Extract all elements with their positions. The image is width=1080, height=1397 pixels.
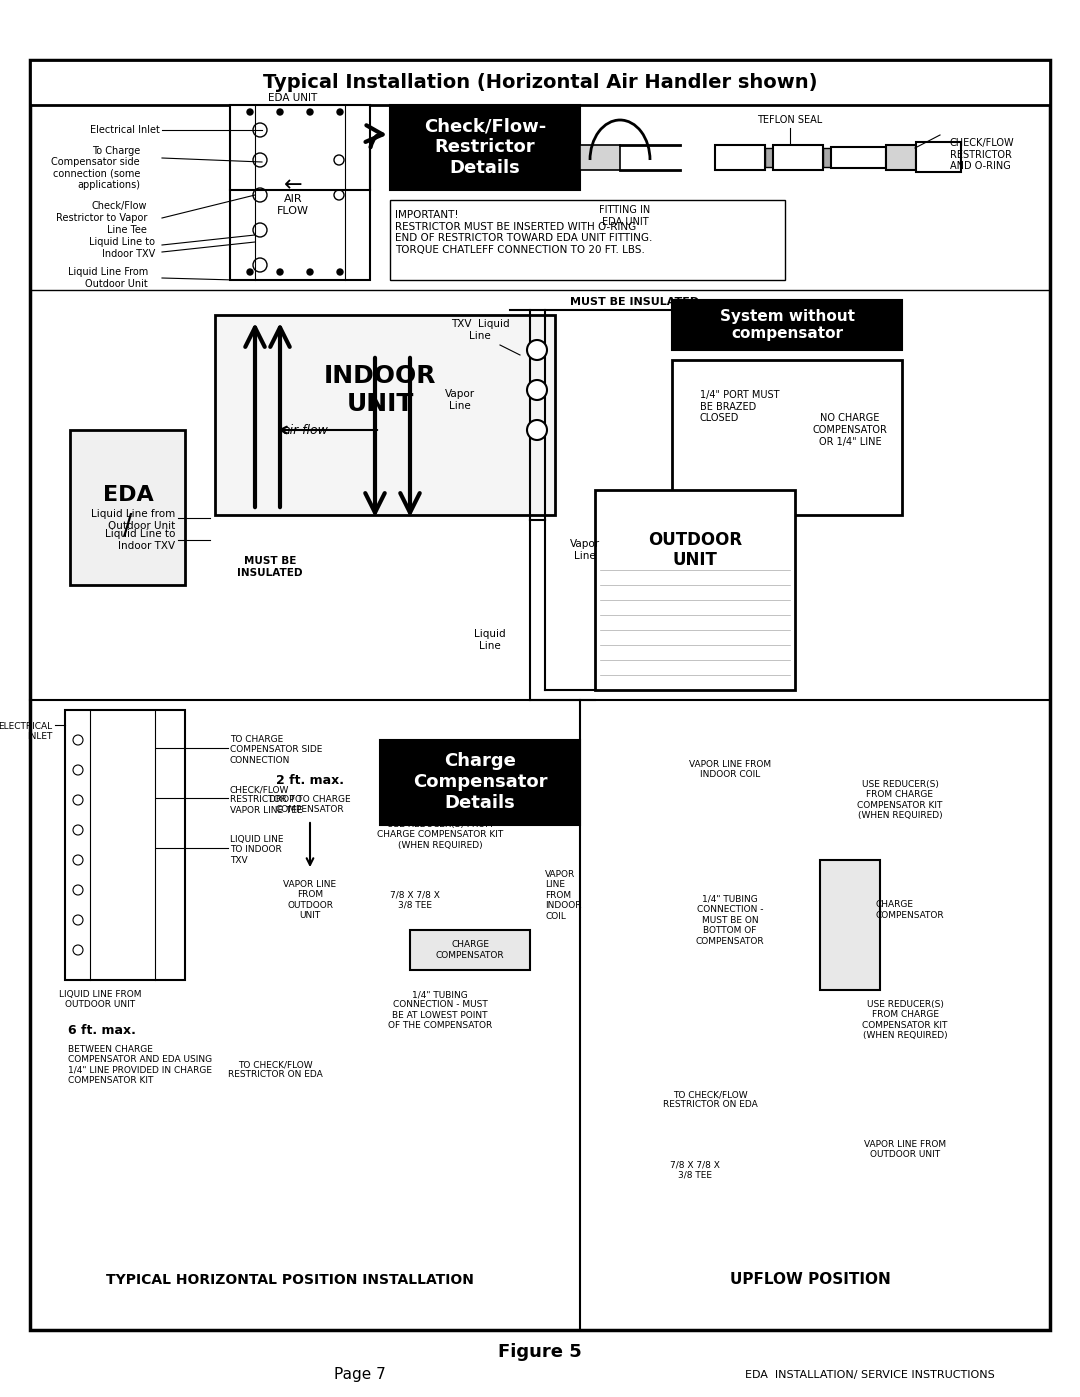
Text: VAPOR
LINE
FROM
INDOOR
COIL: VAPOR LINE FROM INDOOR COIL bbox=[545, 870, 581, 921]
Bar bbox=[831, 147, 886, 168]
Text: To Charge
Compensator side
connection (some
applications): To Charge Compensator side connection (s… bbox=[52, 145, 140, 190]
Text: TO CHECK/FLOW
RESTRICTOR ON EDA: TO CHECK/FLOW RESTRICTOR ON EDA bbox=[228, 1060, 322, 1080]
Text: 6 ft. max.: 6 ft. max. bbox=[68, 1024, 136, 1037]
Text: System without
compensator: System without compensator bbox=[719, 309, 854, 341]
Bar bbox=[820, 861, 880, 990]
Circle shape bbox=[337, 270, 343, 275]
Text: BETWEEN CHARGE
COMPENSATOR AND EDA USING
1/4" LINE PROVIDED IN CHARGE
COMPENSATO: BETWEEN CHARGE COMPENSATOR AND EDA USING… bbox=[68, 1045, 212, 1085]
Bar bbox=[595, 490, 795, 690]
Circle shape bbox=[276, 109, 283, 115]
Bar bbox=[390, 105, 580, 190]
Text: CHECK/FLOW
RESTRICTOR TO
VAPOR LINE TEE: CHECK/FLOW RESTRICTOR TO VAPOR LINE TEE bbox=[230, 785, 302, 814]
Text: TXV  Liquid
Line: TXV Liquid Line bbox=[450, 319, 510, 341]
Text: INDOOR
UNIT: INDOOR UNIT bbox=[324, 365, 436, 416]
Text: LIQUID LINE
TO INDOOR
TXV: LIQUID LINE TO INDOOR TXV bbox=[230, 835, 283, 865]
Circle shape bbox=[247, 109, 253, 115]
Text: 2 ft. max.: 2 ft. max. bbox=[276, 774, 345, 787]
Text: TO CHECK/FLOW
RESTRICTOR ON EDA: TO CHECK/FLOW RESTRICTOR ON EDA bbox=[663, 1090, 757, 1109]
Bar bbox=[886, 145, 916, 170]
Bar bbox=[672, 360, 902, 515]
Text: USE REDUCER(S)
FROM CHARGE
COMPENSATOR KIT
(WHEN REQUIRED): USE REDUCER(S) FROM CHARGE COMPENSATOR K… bbox=[858, 780, 943, 820]
Text: NO CHARGE
COMPENSATOR
OR 1/4" LINE: NO CHARGE COMPENSATOR OR 1/4" LINE bbox=[812, 414, 888, 447]
Text: Liquid Line From
Outdoor Unit: Liquid Line From Outdoor Unit bbox=[68, 267, 148, 289]
Text: Electrical Inlet: Electrical Inlet bbox=[90, 124, 160, 136]
Circle shape bbox=[276, 270, 283, 275]
Bar bbox=[916, 142, 961, 172]
Text: 1/4" PORT MUST
BE BRAZED
CLOSED: 1/4" PORT MUST BE BRAZED CLOSED bbox=[700, 390, 780, 423]
Text: CHARGE
COMPENSATOR: CHARGE COMPENSATOR bbox=[875, 900, 944, 919]
Text: TYPICAL HORIZONTAL POSITION INSTALLATION: TYPICAL HORIZONTAL POSITION INSTALLATION bbox=[106, 1273, 474, 1287]
Text: CHECK/FLOW
RESTRICTOR
AND O-RING: CHECK/FLOW RESTRICTOR AND O-RING bbox=[950, 138, 1014, 172]
Text: Typical Installation (Horizontal Air Handler shown): Typical Installation (Horizontal Air Han… bbox=[262, 73, 818, 91]
Bar bbox=[672, 300, 902, 351]
Bar bbox=[773, 145, 823, 170]
Text: LIQUID LINE FROM
OUTDOOR UNIT: LIQUID LINE FROM OUTDOOR UNIT bbox=[58, 990, 141, 1010]
Circle shape bbox=[307, 270, 313, 275]
Text: EDA: EDA bbox=[103, 485, 153, 504]
Text: /: / bbox=[123, 511, 133, 539]
Text: Charge
Compensator
Details: Charge Compensator Details bbox=[413, 752, 548, 812]
Bar bbox=[215, 314, 555, 515]
Text: Liquid Line from
Outdoor Unit: Liquid Line from Outdoor Unit bbox=[91, 509, 175, 531]
Text: Liquid
Line: Liquid Line bbox=[474, 629, 505, 651]
Text: 1/4" TUBING
CONNECTION -
MUST BE ON
BOTTOM OF
COMPENSATOR: 1/4" TUBING CONNECTION - MUST BE ON BOTT… bbox=[696, 895, 765, 946]
Bar bbox=[230, 105, 370, 279]
Text: UPFLOW POSITION: UPFLOW POSITION bbox=[730, 1273, 890, 1288]
Text: TO CHARGE
COMPENSATOR SIDE
CONNECTION: TO CHARGE COMPENSATOR SIDE CONNECTION bbox=[230, 735, 322, 766]
Text: USE REDUCER(S) FROM
CHARGE COMPENSATOR KIT
(WHEN REQUIRED): USE REDUCER(S) FROM CHARGE COMPENSATOR K… bbox=[377, 820, 503, 849]
Text: MUST BE INSULATED: MUST BE INSULATED bbox=[570, 298, 700, 307]
Circle shape bbox=[307, 109, 313, 115]
Text: Vapor
Line: Vapor Line bbox=[570, 539, 600, 560]
Text: Figure 5: Figure 5 bbox=[498, 1343, 582, 1361]
Bar bbox=[410, 930, 530, 970]
Bar bbox=[390, 200, 785, 279]
Text: Vapor
Line: Vapor Line bbox=[445, 390, 475, 411]
Text: Liquid Line to
Indoor TXV: Liquid Line to Indoor TXV bbox=[105, 529, 175, 550]
Text: ←: ← bbox=[284, 175, 302, 196]
Text: Check/Flow
Restrictor to Vapor
Line Tee: Check/Flow Restrictor to Vapor Line Tee bbox=[56, 201, 147, 235]
Circle shape bbox=[527, 339, 546, 360]
Circle shape bbox=[337, 109, 343, 115]
Text: MUST BE
INSULATED: MUST BE INSULATED bbox=[238, 556, 302, 578]
Text: air-flow: air-flow bbox=[282, 423, 328, 436]
Text: AIR
FLOW: AIR FLOW bbox=[276, 194, 309, 215]
Text: VAPOR LINE FROM
OUTDOOR UNIT: VAPOR LINE FROM OUTDOOR UNIT bbox=[864, 1140, 946, 1160]
Bar bbox=[70, 430, 185, 585]
Text: EDA  INSTALLATION/ SERVICE INSTRUCTIONS: EDA INSTALLATION/ SERVICE INSTRUCTIONS bbox=[745, 1370, 995, 1380]
Circle shape bbox=[527, 380, 546, 400]
Text: FITTING IN
EDA UNIT: FITTING IN EDA UNIT bbox=[599, 205, 650, 226]
Text: IMPORTANT!
RESTRICTOR MUST BE INSERTED WITH O-RING
END OF RESTRICTOR TOWARD EDA : IMPORTANT! RESTRICTOR MUST BE INSERTED W… bbox=[395, 210, 652, 254]
Bar bbox=[823, 148, 831, 168]
Bar bbox=[65, 710, 185, 981]
Circle shape bbox=[527, 420, 546, 440]
Bar bbox=[765, 148, 773, 168]
Text: VAPOR LINE FROM
INDOOR COIL: VAPOR LINE FROM INDOOR COIL bbox=[689, 760, 771, 780]
Text: DROP TO CHARGE
COMPENSATOR: DROP TO CHARGE COMPENSATOR bbox=[269, 795, 351, 814]
Text: Check/Flow-
Restrictor
Details: Check/Flow- Restrictor Details bbox=[423, 117, 546, 177]
Text: USE REDUCER(S)
FROM CHARGE
COMPENSATOR KIT
(WHEN REQUIRED): USE REDUCER(S) FROM CHARGE COMPENSATOR K… bbox=[862, 1000, 947, 1041]
Text: 7/8 X 7/8 X
3/8 TEE: 7/8 X 7/8 X 3/8 TEE bbox=[670, 1160, 720, 1179]
Text: VAPOR LINE
FROM
OUTDOOR
UNIT: VAPOR LINE FROM OUTDOOR UNIT bbox=[283, 880, 337, 921]
Bar bbox=[715, 145, 765, 170]
Bar bbox=[580, 145, 620, 170]
Text: TEFLON SEAL: TEFLON SEAL bbox=[757, 115, 823, 124]
Text: 1/4" TUBING
CONNECTION - MUST
BE AT LOWEST POINT
OF THE COMPENSATOR: 1/4" TUBING CONNECTION - MUST BE AT LOWE… bbox=[388, 990, 492, 1030]
Text: OUTDOOR
UNIT: OUTDOOR UNIT bbox=[648, 531, 742, 570]
Bar bbox=[30, 60, 1050, 105]
Bar bbox=[380, 740, 580, 826]
Text: Page 7: Page 7 bbox=[334, 1368, 386, 1383]
Text: Liquid Line to
Indoor TXV: Liquid Line to Indoor TXV bbox=[89, 237, 156, 258]
Text: EDA UNIT: EDA UNIT bbox=[268, 94, 318, 103]
Text: 7/8 X 7/8 X
3/8 TEE: 7/8 X 7/8 X 3/8 TEE bbox=[390, 890, 440, 909]
Text: ELECTRICAL
INLET: ELECTRICAL INLET bbox=[0, 722, 52, 742]
Text: CHARGE
COMPENSATOR: CHARGE COMPENSATOR bbox=[435, 940, 504, 960]
Circle shape bbox=[247, 270, 253, 275]
